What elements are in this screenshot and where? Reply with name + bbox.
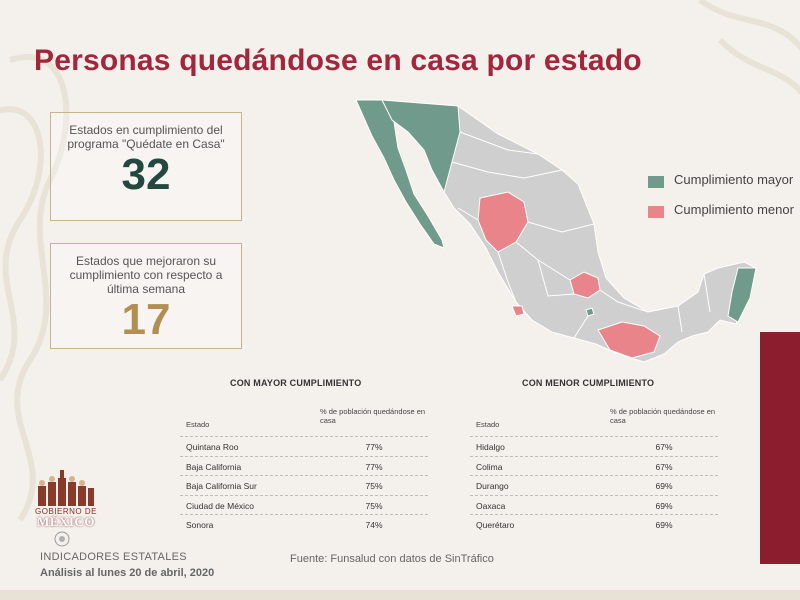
cell-pct: 69% [655, 500, 673, 511]
column-header-pct: % de población quedándose en casa [320, 407, 426, 425]
cell-pct: 77% [365, 442, 383, 452]
cell-state: Colima [476, 461, 503, 472]
cell-pct: 69% [655, 481, 673, 491]
mexico-map [348, 92, 760, 372]
bottom-band [0, 590, 800, 600]
cell-pct: 75% [365, 500, 383, 511]
map-quintana-roo [727, 267, 757, 323]
cell-pct: 77% [365, 461, 383, 472]
cell-state: Durango [476, 481, 509, 491]
table-header: Estado % de población quedándose en casa [180, 396, 428, 436]
footer-date: Análisis al lunes 20 de abril, 2020 [40, 567, 215, 579]
table-row: Colima 67% [470, 455, 718, 476]
cell-pct: 74% [365, 520, 383, 530]
government-emblem [38, 470, 94, 506]
table-row: Baja California Sur 75% [180, 475, 428, 495]
table-heading: CON MAYOR CUMPLIMIENTO [230, 378, 362, 388]
column-header-state: Estado [186, 420, 210, 429]
table-row: Querétaro 69% [470, 514, 718, 534]
footer-title: INDICADORES ESTATALES [40, 551, 187, 563]
cell-state: Oaxaca [476, 500, 506, 511]
stat-value: 17 [121, 295, 171, 344]
side-panel [760, 332, 800, 564]
table-heading: CON MENOR CUMPLIMIENTO [522, 378, 655, 388]
table-high-compliance: CON MAYOR CUMPLIMIENTO Estado % de pobla… [180, 378, 428, 534]
table-row: Hidalgo 67% [470, 436, 718, 456]
cell-pct: 67% [655, 461, 673, 472]
map-baja-peninsula [355, 99, 445, 249]
legend-swatch [648, 206, 664, 218]
cell-state: Querétaro [476, 520, 515, 530]
stat-box-compliance: Estados en cumplimiento del programa "Qu… [50, 112, 242, 221]
map-sonora [381, 99, 461, 194]
table-row: Durango 69% [470, 475, 718, 495]
page-title: Personas quedándose en casa por estado [34, 44, 642, 77]
map-oaxaca [597, 321, 661, 359]
map-state-borders [451, 131, 711, 339]
mexico-map-svg [355, 99, 757, 363]
table-header: Estado % de población quedándose en casa [470, 396, 718, 436]
seal-icon [54, 531, 70, 547]
table-row: Baja California 77% [180, 455, 428, 476]
cell-pct: 67% [655, 442, 673, 452]
column-header-pct: % de población quedándose en casa [610, 407, 716, 425]
cell-pct: 75% [365, 481, 383, 491]
stat-box-improved: Estados que mejoraron su cumplimiento co… [50, 243, 242, 349]
map-colima [511, 305, 525, 317]
table-low-compliance: CON MENOR CUMPLIMIENTO Estado % de pobla… [470, 378, 718, 534]
stat-label: Estados que mejoraron su cumplimiento co… [69, 254, 223, 296]
cell-state: Hidalgo [476, 442, 505, 452]
column-header-state: Estado [476, 420, 500, 429]
legend-label: Cumplimiento menor [674, 202, 794, 217]
cell-state: Baja California [186, 461, 242, 472]
table-row: Ciudad de México 75% [180, 494, 428, 515]
stat-value: 32 [121, 150, 171, 199]
stat-label: Estados en cumplimiento del programa "Qu… [67, 123, 225, 151]
cell-state: Baja California Sur [186, 481, 257, 491]
legend-label: Cumplimiento mayor [674, 172, 794, 187]
brand-main: MÉXICO [37, 514, 95, 529]
table-row: Sonora 74% [180, 514, 428, 534]
map-cdmx [585, 307, 595, 317]
table-row: Quintana Roo 77% [180, 436, 428, 456]
cell-state: Quintana Roo [186, 442, 239, 452]
table-row: Oaxaca 69% [470, 494, 718, 515]
legend-swatch [648, 176, 664, 188]
brand-line: GOBIERNO DE [35, 507, 97, 516]
cell-pct: 69% [655, 520, 673, 530]
map-mainland [381, 99, 757, 363]
cell-state: Ciudad de México [186, 500, 255, 511]
source-note: Fuente: Funsalud con datos de SinTráfico [290, 553, 494, 565]
cell-state: Sonora [186, 520, 214, 530]
